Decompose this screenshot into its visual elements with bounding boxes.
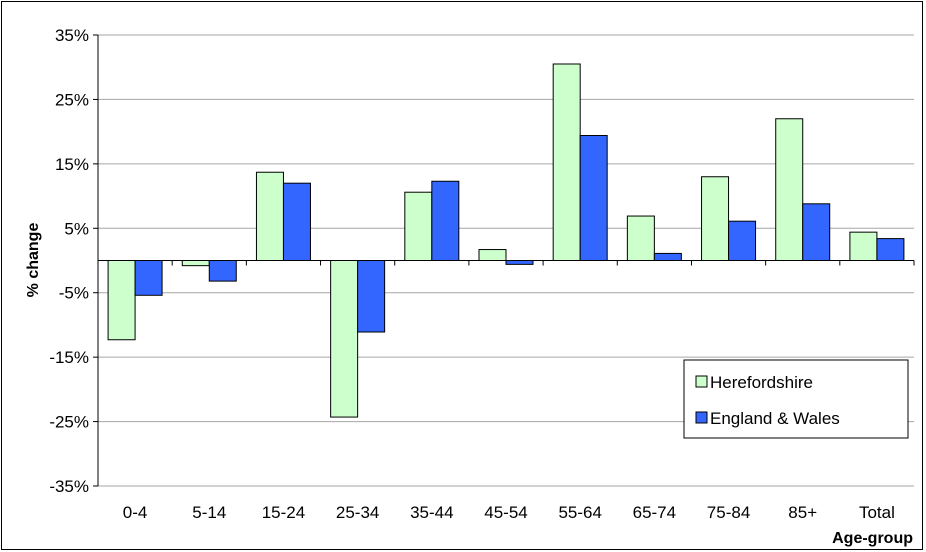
legend-swatch-herefordshire — [695, 375, 708, 388]
bar-england-wales-15-24 — [282, 182, 311, 261]
x-tick-label: 5-14 — [192, 503, 226, 522]
bar-england-wales-55-64 — [579, 135, 608, 262]
x-tick-label: 25-34 — [336, 503, 379, 522]
x-tick-label: 35-44 — [410, 503, 453, 522]
x-tick-label: 75-84 — [707, 503, 750, 522]
legend-swatch-england-wales — [695, 411, 708, 424]
legend-label-herefordshire: Herefordshire — [710, 373, 813, 392]
y-tick-label: 15% — [55, 155, 89, 174]
y-tick-label: -25% — [49, 413, 89, 432]
bar-herefordshire-25-34 — [330, 260, 359, 418]
x-tick-label: 65-74 — [633, 503, 676, 522]
legend-label-england-wales: England & Wales — [710, 409, 840, 428]
y-tick-label: -5% — [59, 284, 89, 303]
bar-herefordshire-75-84 — [701, 176, 730, 261]
x-tick-label: 15-24 — [262, 503, 305, 522]
bar-england-wales-75-84 — [728, 220, 757, 262]
y-tick-label: -15% — [49, 348, 89, 367]
axes — [93, 34, 915, 487]
x-tick-label: Total — [859, 503, 895, 522]
bar-herefordshire-35-44 — [404, 191, 433, 262]
bars — [107, 63, 905, 418]
x-tick-label: 0-4 — [123, 503, 148, 522]
x-axis-title: Age-group — [832, 530, 913, 547]
bar-england-wales-total — [876, 238, 905, 261]
y-tick-label: -35% — [49, 477, 89, 496]
legend: Herefordshire England & Wales — [683, 359, 909, 439]
bar-herefordshire-0-4 — [107, 260, 136, 341]
y-tick-label: 5% — [64, 219, 89, 238]
bar-england-wales-35-44 — [431, 180, 460, 261]
x-tick-label: 45-54 — [484, 503, 527, 522]
bar-england-wales-0-4 — [134, 260, 163, 296]
bar-herefordshire-65-74 — [626, 215, 655, 261]
bar-england-wales-45-54 — [505, 260, 534, 265]
x-tick-labels: 0-4 5-14 15-24 25-34 35-44 45-54 55-64 65-74 75-… — [123, 503, 895, 522]
legend-box — [683, 359, 909, 439]
bar-england-wales-5-14 — [208, 260, 237, 282]
y-tick-labels: -35% -25% -15% -5% 5% 15% 25% 35% — [49, 26, 89, 496]
x-tick-label: 55-64 — [558, 503, 601, 522]
bar-herefordshire-total — [849, 231, 878, 261]
bar-herefordshire-85plus — [775, 118, 804, 261]
y-axis-title: % change — [25, 223, 42, 298]
y-tick-label: 35% — [55, 26, 89, 45]
bar-england-wales-65-74 — [653, 252, 682, 261]
x-tick-label: 85+ — [788, 503, 817, 522]
bar-herefordshire-15-24 — [255, 171, 284, 262]
bar-herefordshire-45-54 — [478, 249, 507, 262]
bar-england-wales-25-34 — [357, 260, 386, 333]
bar-herefordshire-5-14 — [181, 260, 210, 267]
bar-herefordshire-55-64 — [552, 63, 581, 261]
y-tick-label: 25% — [55, 90, 89, 109]
bar-england-wales-85plus — [802, 203, 831, 261]
